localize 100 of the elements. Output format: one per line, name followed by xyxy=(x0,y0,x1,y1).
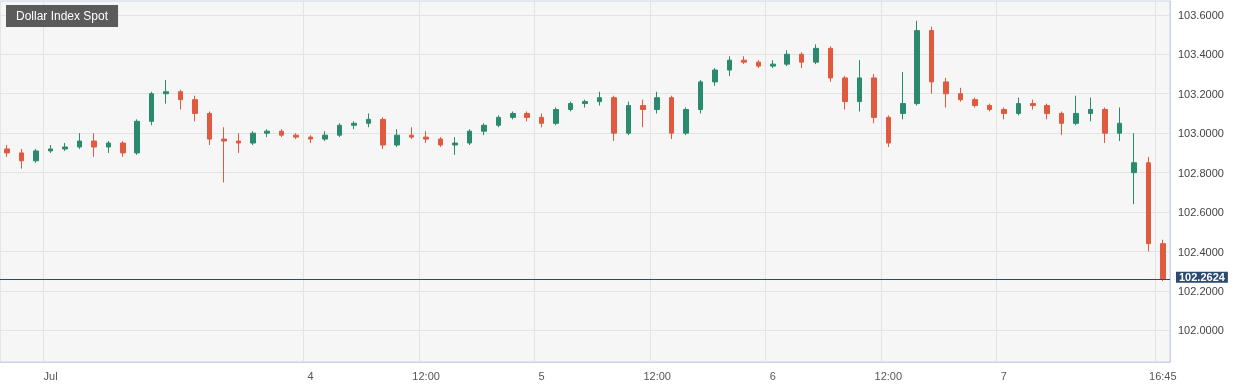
candlestick xyxy=(337,122,342,138)
x-tick-label: 6 xyxy=(769,369,776,382)
candlestick xyxy=(322,130,328,142)
candlestick xyxy=(871,73,877,124)
y-tick-label: 102.2000 xyxy=(1178,284,1224,297)
candlestick xyxy=(48,144,53,154)
candlestick xyxy=(712,67,718,87)
candlestick xyxy=(784,49,790,67)
candlestick xyxy=(626,101,631,136)
candlestick xyxy=(553,107,559,126)
candlestick xyxy=(293,132,299,140)
x-tick-label: 4 xyxy=(307,369,314,382)
candlestick xyxy=(683,107,689,136)
candlestick xyxy=(481,122,487,136)
candlestick xyxy=(914,20,920,107)
candlestick xyxy=(698,79,703,114)
y-tick-label: 102.6000 xyxy=(1178,206,1224,219)
y-tick-label: 103.2000 xyxy=(1178,87,1224,100)
candlestick xyxy=(33,148,39,164)
candlestick xyxy=(611,95,617,142)
y-tick-label: 103.0000 xyxy=(1178,127,1224,140)
candlestick xyxy=(423,130,429,144)
candlestick xyxy=(149,91,154,126)
candlestick xyxy=(1059,110,1064,136)
x-tick-label: 12:00 xyxy=(412,369,440,382)
candlestick xyxy=(1030,99,1036,110)
candlestick xyxy=(120,140,126,158)
candlestick xyxy=(77,132,82,150)
candlestick xyxy=(568,101,573,112)
candlestick xyxy=(308,134,313,144)
candlestick xyxy=(1088,97,1093,122)
candlestick xyxy=(1016,97,1021,116)
candlestick xyxy=(467,128,472,146)
candlestick xyxy=(756,59,761,69)
candlestick xyxy=(842,75,848,110)
y-tick-label: 103.6000 xyxy=(1178,8,1224,21)
candlestick xyxy=(828,45,833,83)
candlestick xyxy=(192,95,198,122)
y-tick-label: 103.4000 xyxy=(1178,48,1224,61)
candlestick xyxy=(1117,107,1122,142)
candlestick xyxy=(1146,156,1151,253)
x-tick-label: 16:45 xyxy=(1149,369,1177,382)
x-tick-label: 12:00 xyxy=(643,369,671,382)
candlestick xyxy=(1073,95,1079,126)
candlestick xyxy=(813,43,819,65)
candlestick xyxy=(958,87,963,103)
candlestick xyxy=(1102,107,1108,144)
x-tick-label: 7 xyxy=(1000,369,1007,382)
candlestick xyxy=(943,77,949,109)
candlestick xyxy=(857,59,862,112)
candlestick xyxy=(510,110,516,120)
candlestick xyxy=(221,126,227,183)
candlestick xyxy=(669,95,674,140)
candlestick xyxy=(597,91,602,107)
candlestick xyxy=(929,26,934,95)
x-tick-label: 5 xyxy=(538,369,545,382)
candlestick xyxy=(409,126,414,140)
candlestick xyxy=(134,118,140,156)
candlestick xyxy=(741,55,747,65)
candlestick xyxy=(1001,107,1007,120)
candlestick xyxy=(207,110,212,146)
candlestick xyxy=(452,136,458,156)
candlestick xyxy=(886,114,891,148)
candlestick xyxy=(524,110,530,122)
candlestick xyxy=(279,128,284,138)
candlestick xyxy=(178,89,183,110)
candlestick xyxy=(799,51,804,69)
candlestick xyxy=(770,59,776,69)
candlestick xyxy=(1131,132,1137,205)
ref-line-label: 102.2624 xyxy=(1179,271,1226,284)
y-tick-label: 102.4000 xyxy=(1178,245,1224,258)
candlestick xyxy=(394,128,400,148)
candlestick xyxy=(106,140,111,154)
candlestick xyxy=(900,71,906,120)
candlestick xyxy=(582,99,588,109)
candlestick xyxy=(539,112,544,128)
candlestick xyxy=(236,132,241,154)
candlestick xyxy=(987,103,992,112)
candlestick xyxy=(640,99,646,128)
candlestick xyxy=(727,55,732,77)
x-tick-label: Jul xyxy=(43,369,58,382)
candlestick xyxy=(438,136,443,148)
candlestick xyxy=(19,148,24,170)
candlestick xyxy=(351,120,357,130)
candlestick xyxy=(163,79,169,105)
candlestick xyxy=(264,128,270,138)
candlestick xyxy=(380,116,386,150)
candlestick xyxy=(1044,103,1050,120)
candlestick xyxy=(1160,239,1166,282)
candlestick xyxy=(4,144,10,158)
candlestick xyxy=(62,142,68,152)
candlestick xyxy=(91,132,97,158)
y-tick-label: 102.8000 xyxy=(1178,166,1224,179)
candlestick xyxy=(972,97,978,109)
candlestick xyxy=(366,112,371,128)
text: Dollar Index Spot xyxy=(16,9,109,23)
y-tick-label: 102.0000 xyxy=(1178,324,1224,337)
candlestick xyxy=(654,91,660,114)
x-tick-label: 12:00 xyxy=(874,369,903,382)
candlestick xyxy=(250,130,256,146)
